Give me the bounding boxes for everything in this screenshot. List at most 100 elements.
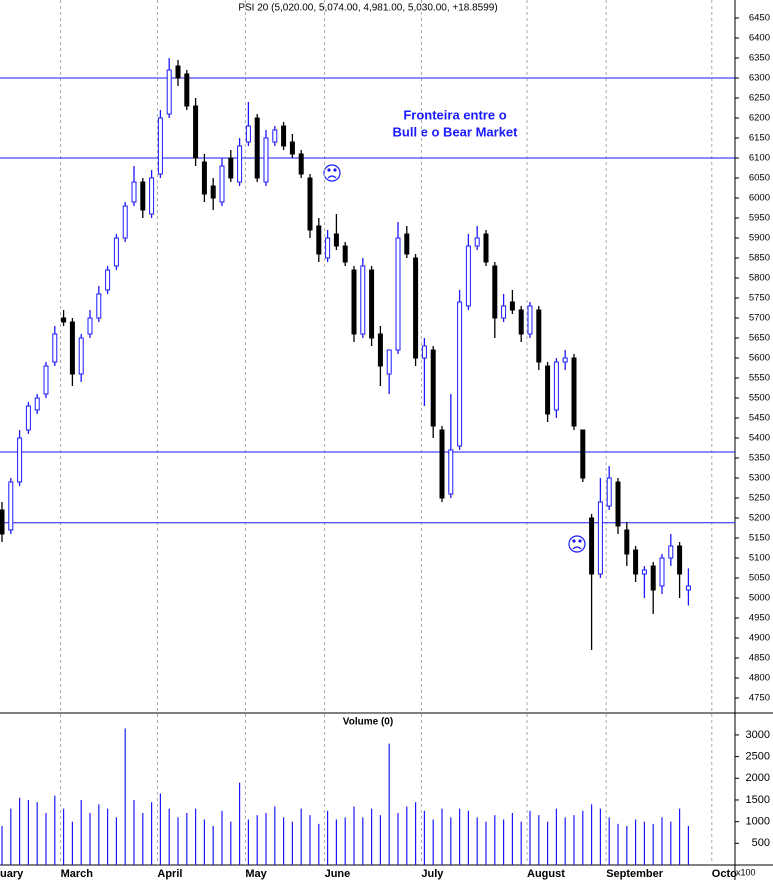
candle-body: [201, 161, 207, 195]
candle-body: [281, 125, 287, 147]
candle-body: [641, 569, 647, 575]
candle-body: [157, 117, 163, 175]
candle-body: [351, 269, 357, 335]
y-tick-label: 2500: [746, 751, 770, 763]
candle-body: [34, 397, 40, 411]
candle-body: [307, 177, 313, 231]
candle-body: [360, 265, 366, 335]
candle-body: [342, 245, 348, 263]
y-tick-label: 5400: [749, 433, 770, 444]
y-tick-label: 5200: [749, 513, 770, 524]
x-tick-label: September: [606, 868, 664, 880]
x-tick-label: April: [157, 868, 182, 880]
y-tick-label: 500: [752, 837, 770, 849]
candle-body: [448, 449, 454, 495]
y-tick-label: 6450: [749, 13, 770, 24]
chart-title: PSI 20 (5,020.00, 5,074.00, 4,981.00, 5,…: [238, 3, 497, 14]
candle-body: [509, 301, 515, 311]
candle-body: [606, 477, 612, 507]
candle-body: [536, 309, 542, 363]
y-tick-label: 5100: [749, 553, 770, 564]
candle-body: [289, 141, 295, 155]
candle-body: [69, 321, 75, 375]
y-tick-label: 5750: [749, 293, 770, 304]
candle-body: [404, 233, 410, 255]
candle-body: [245, 125, 251, 143]
candle-body: [25, 405, 31, 431]
y-tick-label: 5900: [749, 233, 770, 244]
y-tick-label: 2000: [746, 772, 770, 784]
candle-body: [386, 349, 392, 375]
candle-body: [562, 357, 568, 363]
candle-body: [333, 233, 339, 247]
y-tick-label: 6000: [749, 193, 770, 204]
candle-body: [527, 305, 533, 335]
candle-body: [545, 365, 551, 415]
volume-title: Volume (0): [343, 717, 393, 728]
y-tick-label: 4900: [749, 633, 770, 644]
candle-body: [439, 429, 445, 499]
candle-body: [149, 177, 155, 215]
candle-body: [254, 117, 260, 179]
frown-icon: [568, 535, 586, 553]
x-tick-label: June: [325, 868, 351, 880]
y-tick-label: 5050: [749, 573, 770, 584]
y-tick-label: 5250: [749, 493, 770, 504]
candle-body: [122, 205, 128, 239]
y-tick-label: 6400: [749, 33, 770, 44]
candle-body: [501, 305, 507, 319]
candle-body: [52, 333, 58, 363]
candle-body: [369, 269, 375, 339]
x-tick-label: March: [61, 868, 94, 880]
candle-body: [8, 481, 14, 531]
candle-body: [395, 237, 401, 351]
candle-body: [377, 333, 383, 367]
candle-body: [457, 301, 463, 447]
candle-body: [597, 501, 603, 575]
candle-body: [237, 145, 243, 183]
candle-body: [325, 237, 331, 259]
y-tick-label: 5000: [749, 593, 770, 604]
y-tick-label: 1000: [746, 816, 770, 828]
candle-body: [61, 317, 67, 323]
candle-body: [96, 293, 102, 319]
y-tick-label: 6250: [749, 93, 770, 104]
candle-body: [677, 545, 683, 575]
candle-body: [166, 69, 172, 115]
candle-body: [105, 269, 111, 291]
candle-body: [615, 481, 621, 527]
candle-body: [483, 233, 489, 263]
volume-unit: x100: [736, 867, 756, 877]
candle-body: [624, 529, 630, 555]
candle-body: [421, 345, 427, 359]
y-tick-label: 6200: [749, 113, 770, 124]
y-tick-label: 6150: [749, 133, 770, 144]
candle-body: [553, 361, 559, 411]
x-tick-label: Octo: [712, 868, 737, 880]
frown-icon: [323, 164, 341, 182]
x-tick-label: August: [527, 868, 565, 880]
y-tick-label: 5850: [749, 253, 770, 264]
candle-body: [298, 153, 304, 175]
y-tick-label: 4750: [749, 693, 770, 704]
y-tick-label: 5950: [749, 213, 770, 224]
candle-body: [113, 237, 119, 267]
y-tick-label: 4800: [749, 673, 770, 684]
y-tick-label: 3000: [746, 729, 770, 741]
y-tick-label: 5500: [749, 393, 770, 404]
candle-body: [316, 225, 322, 255]
y-tick-label: 5300: [749, 473, 770, 484]
y-tick-label: 1500: [746, 794, 770, 806]
candle-body: [228, 157, 234, 179]
y-tick-label: 6050: [749, 173, 770, 184]
y-tick-label: 4850: [749, 653, 770, 664]
candle-body: [0, 509, 5, 535]
candle-body: [210, 185, 216, 199]
candle-body: [78, 337, 84, 375]
candle-body: [589, 517, 595, 575]
candle-body: [465, 245, 471, 307]
candle-body: [518, 309, 524, 335]
